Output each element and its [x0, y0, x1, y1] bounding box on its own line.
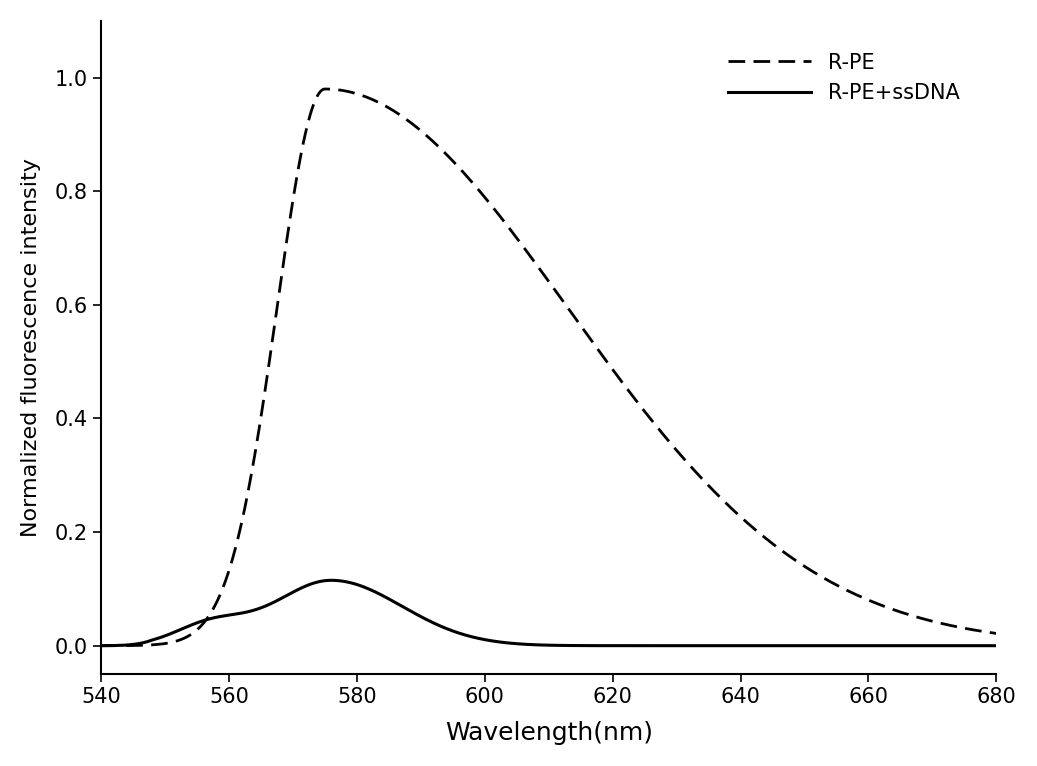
R-PE: [531, 260, 543, 270]
X-axis label: Wavelength(nm): Wavelength(nm): [445, 721, 652, 745]
R-PE+ssDNA: [801, 641, 813, 650]
R-PE+ssDNA: [531, 640, 543, 650]
R-PE+ssDNA: [141, 637, 153, 647]
Line: R-PE+ssDNA: R-PE+ssDNA: [102, 581, 997, 646]
Y-axis label: Normalized fluorescence intensity: Normalized fluorescence intensity: [21, 158, 40, 537]
R-PE: [964, 625, 977, 634]
R-PE+ssDNA: [964, 641, 977, 650]
Legend: R-PE, R-PE+ssDNA: R-PE, R-PE+ssDNA: [720, 44, 968, 111]
Line: R-PE: R-PE: [102, 89, 997, 646]
R-PE+ssDNA: [325, 576, 337, 585]
R-PE: [990, 629, 1003, 638]
R-PE+ssDNA: [95, 641, 108, 650]
R-PE+ssDNA: [990, 641, 1003, 650]
R-PE: [964, 625, 977, 634]
R-PE: [318, 84, 331, 93]
R-PE: [801, 563, 813, 572]
R-PE+ssDNA: [964, 641, 977, 650]
R-PE: [95, 641, 108, 650]
R-PE: [141, 640, 153, 650]
R-PE+ssDNA: [507, 639, 520, 648]
R-PE: [507, 229, 520, 238]
